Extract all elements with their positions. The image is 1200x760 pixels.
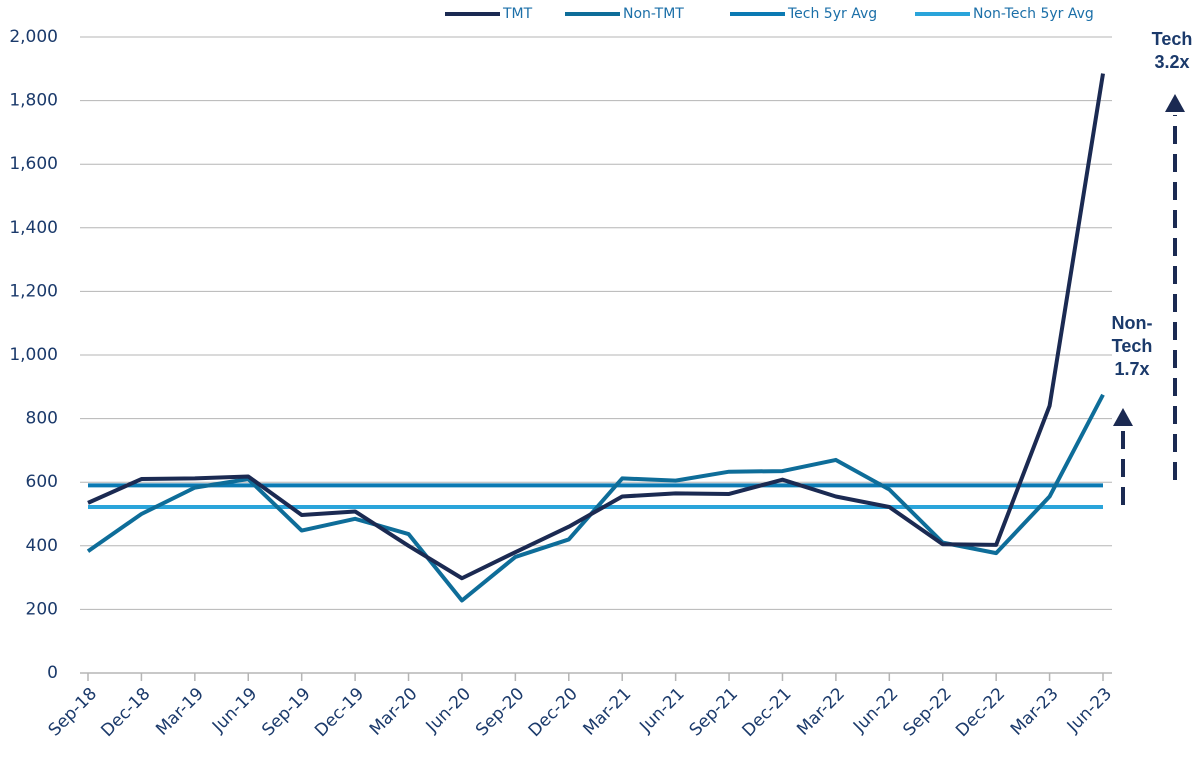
annotation: Tech — [1152, 29, 1193, 49]
x-tick-label: Mar-22 — [793, 684, 849, 740]
x-tick-label: Dec-21 — [739, 684, 796, 741]
y-tick-label: 1,800 — [9, 91, 58, 111]
legend-label: Tech 5yr Avg — [787, 6, 877, 22]
x-tick-label: Mar-23 — [1007, 684, 1063, 740]
y-tick-label: 600 — [26, 472, 58, 492]
x-tick-label: Jun-23 — [1063, 684, 1116, 737]
x-tick-label: Sep-22 — [899, 684, 955, 740]
x-tick-label: Sep-19 — [258, 684, 314, 740]
x-tick-label: Jun-19 — [208, 684, 261, 737]
x-tick-label: Dec-19 — [311, 684, 368, 741]
x-tick-label: Sep-20 — [472, 684, 528, 740]
y-tick-label: 2,000 — [9, 27, 58, 47]
legend-label: Non-TMT — [623, 6, 684, 22]
legend-label: TMT — [502, 6, 533, 22]
x-tick-label: Mar-21 — [580, 684, 636, 740]
legend-label: Non-Tech 5yr Avg — [973, 6, 1094, 22]
x-tick-label: Jun-22 — [849, 684, 902, 737]
y-tick-label: 800 — [26, 409, 58, 429]
y-tick-label: 1,400 — [9, 218, 58, 238]
y-tick-label: 400 — [26, 536, 58, 556]
x-tick-label: Mar-20 — [366, 684, 422, 740]
y-tick-label: 1,600 — [9, 154, 58, 174]
x-tick-label: Jun-20 — [422, 684, 475, 737]
x-tick-label: Mar-19 — [152, 684, 208, 740]
series-line — [87, 73, 1105, 581]
y-tick-label: 1,000 — [9, 345, 58, 365]
series-line — [86, 393, 1105, 603]
annotation: Tech — [1112, 336, 1153, 356]
annotation: 1.7x — [1114, 359, 1149, 379]
y-tick-label: 1,200 — [9, 281, 58, 301]
x-tick-label: Dec-18 — [97, 684, 154, 741]
y-tick-label: 200 — [26, 599, 58, 619]
x-tick-label: Sep-21 — [686, 684, 742, 740]
annotation: 3.2x — [1154, 52, 1189, 72]
x-tick-label: Dec-20 — [525, 684, 582, 741]
y-tick-label: 0 — [47, 663, 58, 683]
x-tick-label: Jun-21 — [635, 684, 688, 737]
x-tick-label: Dec-22 — [952, 684, 1009, 741]
annotation: Non- — [1112, 313, 1153, 333]
x-tick-label: Sep-18 — [45, 684, 101, 740]
non-tech-arrow-head — [1113, 408, 1133, 426]
tech-arrow-head — [1165, 94, 1185, 112]
